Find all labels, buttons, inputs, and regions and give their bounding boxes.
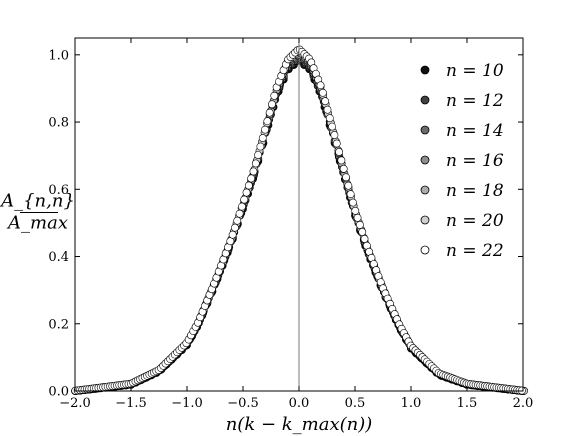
- data-point: [335, 148, 343, 156]
- data-point: [321, 97, 330, 106]
- data-point: [316, 81, 325, 90]
- data-point: [349, 198, 357, 207]
- axis-labels: n(k − k_max(n)) A_{n,n}A_max: [0, 191, 372, 436]
- data-point: [242, 188, 251, 197]
- legend-marker-n10: [420, 65, 430, 75]
- x-tick-label: −1.0: [171, 396, 203, 411]
- data-point: [353, 213, 362, 222]
- data-point: [247, 174, 256, 183]
- data-point: [258, 134, 267, 142]
- y-tick-label: 0.4: [48, 250, 69, 265]
- data-point: [328, 122, 337, 131]
- data-point: [244, 181, 253, 190]
- legend-label-n14: n = 14: [446, 121, 504, 141]
- data-point: [318, 88, 327, 97]
- data-point: [254, 151, 262, 159]
- y-tick-label: 0.0: [48, 385, 69, 400]
- data-point: [270, 91, 279, 100]
- data-point: [342, 173, 350, 182]
- data-point: [256, 142, 265, 151]
- x-tick-label: −1.5: [115, 396, 147, 411]
- y-axis-label-denominator: A_max: [6, 213, 68, 234]
- y-tick-label: 0.2: [48, 317, 69, 332]
- legend-label-n18: n = 18: [446, 181, 504, 201]
- legend-marker-n16: [420, 155, 430, 165]
- data-point: [261, 125, 269, 134]
- data-point: [228, 230, 237, 239]
- data-point: [249, 167, 258, 176]
- x-tick-label: −0.5: [227, 396, 259, 411]
- data-point: [339, 164, 348, 173]
- x-tick-label: −2.0: [59, 396, 91, 411]
- x-tick-label: 0.5: [345, 396, 366, 411]
- data-point: [226, 237, 235, 246]
- legend-marker-n14: [420, 125, 430, 135]
- x-tick-label: 1.5: [457, 396, 478, 411]
- data-point: [263, 117, 272, 126]
- data-point: [265, 108, 274, 117]
- data-point: [268, 100, 276, 109]
- legend-marker-n12: [420, 95, 430, 105]
- legend-label-n10: n = 10: [446, 61, 504, 81]
- data-point: [360, 235, 369, 243]
- data-point: [235, 209, 244, 218]
- x-tick-label: 2.0: [513, 396, 534, 411]
- legend-marker-n18: [420, 185, 430, 195]
- legend: n = 10 n = 12 n = 14 n = 16 n = 18 n = 20 n = …: [420, 61, 504, 261]
- legend-marker-n22: [420, 245, 430, 255]
- y-tick-label: 1.0: [48, 48, 69, 63]
- data-point: [332, 139, 341, 148]
- data-point: [344, 181, 353, 190]
- data-point: [325, 114, 334, 123]
- y-tick-label: 0.8: [48, 116, 69, 131]
- legend-label-n20: n = 20: [446, 211, 504, 231]
- data-point: [231, 223, 239, 232]
- data-point: [240, 195, 249, 204]
- legend-label-n16: n = 16: [446, 151, 504, 171]
- data-point: [351, 206, 360, 215]
- x-axis-label: n(k − k_max(n)): [226, 414, 373, 435]
- data-point: [323, 105, 332, 114]
- data-point: [337, 156, 346, 165]
- data-point: [251, 159, 260, 168]
- y-tick-label: 0.6: [48, 183, 69, 198]
- data-point: [237, 202, 246, 211]
- x-tick-label: 1.0: [401, 396, 422, 411]
- data-point: [346, 190, 355, 199]
- axes: −2.0 −1.5 −1.0 −0.5 0.0 0.5 1.0 1.5 2.0 0.0 0.2 0.4…: [48, 37, 534, 411]
- legend-label-n22: n = 22: [446, 241, 504, 261]
- y-axis-label-numerator: A_{n,n}: [0, 191, 75, 212]
- data-point: [330, 131, 339, 139]
- legend-marker-n20: [420, 215, 430, 225]
- data-point: [358, 227, 367, 236]
- data-point: [356, 220, 364, 229]
- legend-label-n12: n = 12: [446, 91, 504, 111]
- x-tick-label: 0.0: [289, 396, 310, 411]
- data-point: [233, 216, 242, 225]
